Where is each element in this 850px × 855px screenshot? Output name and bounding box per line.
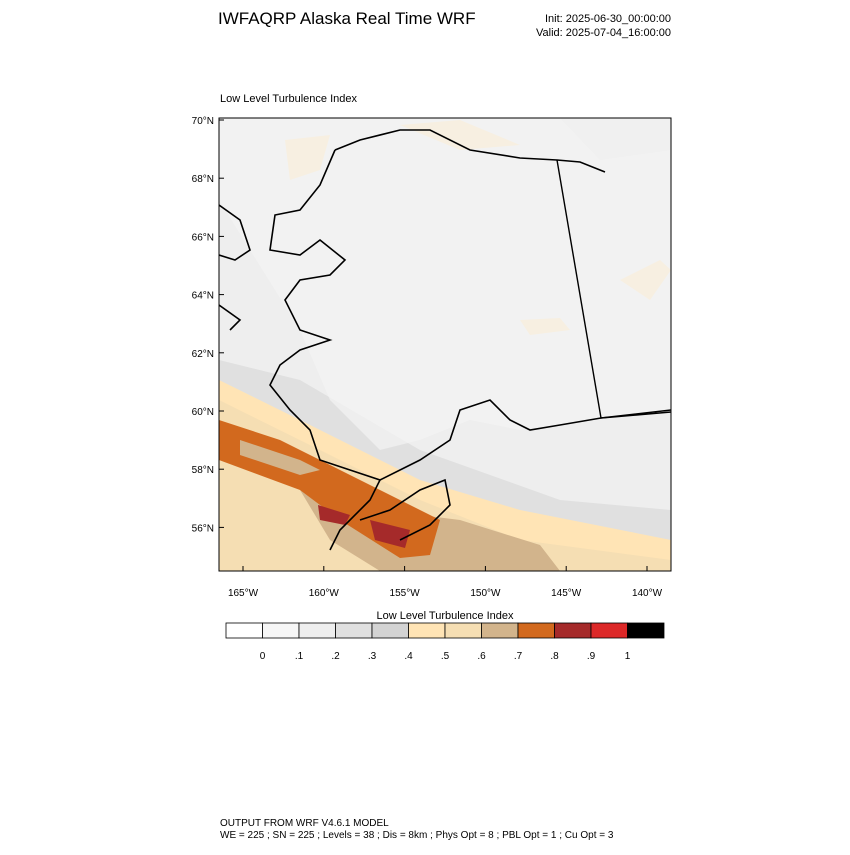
colorbar-label: .8 bbox=[550, 651, 559, 662]
lat-label: 64°N bbox=[192, 291, 214, 302]
colorbar-box bbox=[481, 622, 519, 639]
colorbar-box bbox=[627, 622, 665, 639]
lat-label: 60°N bbox=[192, 407, 214, 418]
colorbar-label: .5 bbox=[441, 651, 450, 662]
colorbar: 0 .1 .2 .3 .4 .5 .6 .7 .8 .9 1 bbox=[225, 622, 665, 662]
lat-label: 68°N bbox=[192, 174, 214, 185]
lon-label: 165°W bbox=[228, 588, 259, 599]
colorbar-label: 1 bbox=[625, 651, 631, 662]
lat-label: 58°N bbox=[192, 465, 214, 476]
coastline bbox=[219, 129, 671, 551]
colorbar-label: .7 bbox=[514, 651, 523, 662]
map-field bbox=[219, 118, 671, 571]
footer-line: OUTPUT FROM WRF V4.6.1 MODEL bbox=[220, 818, 389, 829]
colorbar-label: 0 bbox=[260, 651, 266, 662]
lat-label: 56°N bbox=[192, 523, 214, 534]
colorbar-box bbox=[590, 622, 628, 639]
colorbar-box bbox=[517, 622, 555, 639]
colorbar-box bbox=[444, 622, 482, 639]
colorbar-label: .3 bbox=[368, 651, 377, 662]
colorbar-label: .1 bbox=[295, 651, 304, 662]
valid-time: Valid: 2025-07-04_16:00:00 bbox=[536, 27, 671, 39]
colorbar-title: Low Level Turbulence Index bbox=[377, 610, 514, 622]
colorbar-box bbox=[298, 622, 336, 639]
colorbar-box bbox=[225, 622, 263, 639]
map-title: Low Level Turbulence Index bbox=[220, 93, 357, 105]
colorbar-label: .4 bbox=[404, 651, 413, 662]
init-time: Init: 2025-06-30_00:00:00 bbox=[545, 13, 671, 25]
map-frame bbox=[218, 117, 672, 572]
main-title: IWFAQRP Alaska Real Time WRF bbox=[218, 9, 476, 28]
lon-label: 145°W bbox=[551, 588, 582, 599]
footer-line: WE = 225 ; SN = 225 ; Levels = 38 ; Dis … bbox=[220, 830, 614, 841]
colorbar-label: .2 bbox=[331, 651, 340, 662]
lon-label: 160°W bbox=[309, 588, 340, 599]
border bbox=[556, 159, 671, 419]
axis-labels: 70°N 68°N 66°N 64°N 62°N 60°N 58°N 56°N 165°W 160… bbox=[192, 116, 663, 599]
lon-label: 155°W bbox=[390, 588, 421, 599]
lat-label: 70°N bbox=[192, 116, 214, 127]
colorbar-label: .9 bbox=[587, 651, 596, 662]
colorbar-label: .6 bbox=[477, 651, 486, 662]
colorbar-box bbox=[262, 622, 300, 639]
lat-label: 66°N bbox=[192, 232, 214, 243]
lon-label: 150°W bbox=[470, 588, 501, 599]
colorbar-box bbox=[408, 622, 446, 639]
colorbar-box bbox=[371, 622, 409, 639]
colorbar-box bbox=[554, 622, 592, 639]
lon-label: 140°W bbox=[632, 588, 663, 599]
lat-label: 62°N bbox=[192, 349, 214, 360]
colorbar-box bbox=[335, 622, 373, 639]
